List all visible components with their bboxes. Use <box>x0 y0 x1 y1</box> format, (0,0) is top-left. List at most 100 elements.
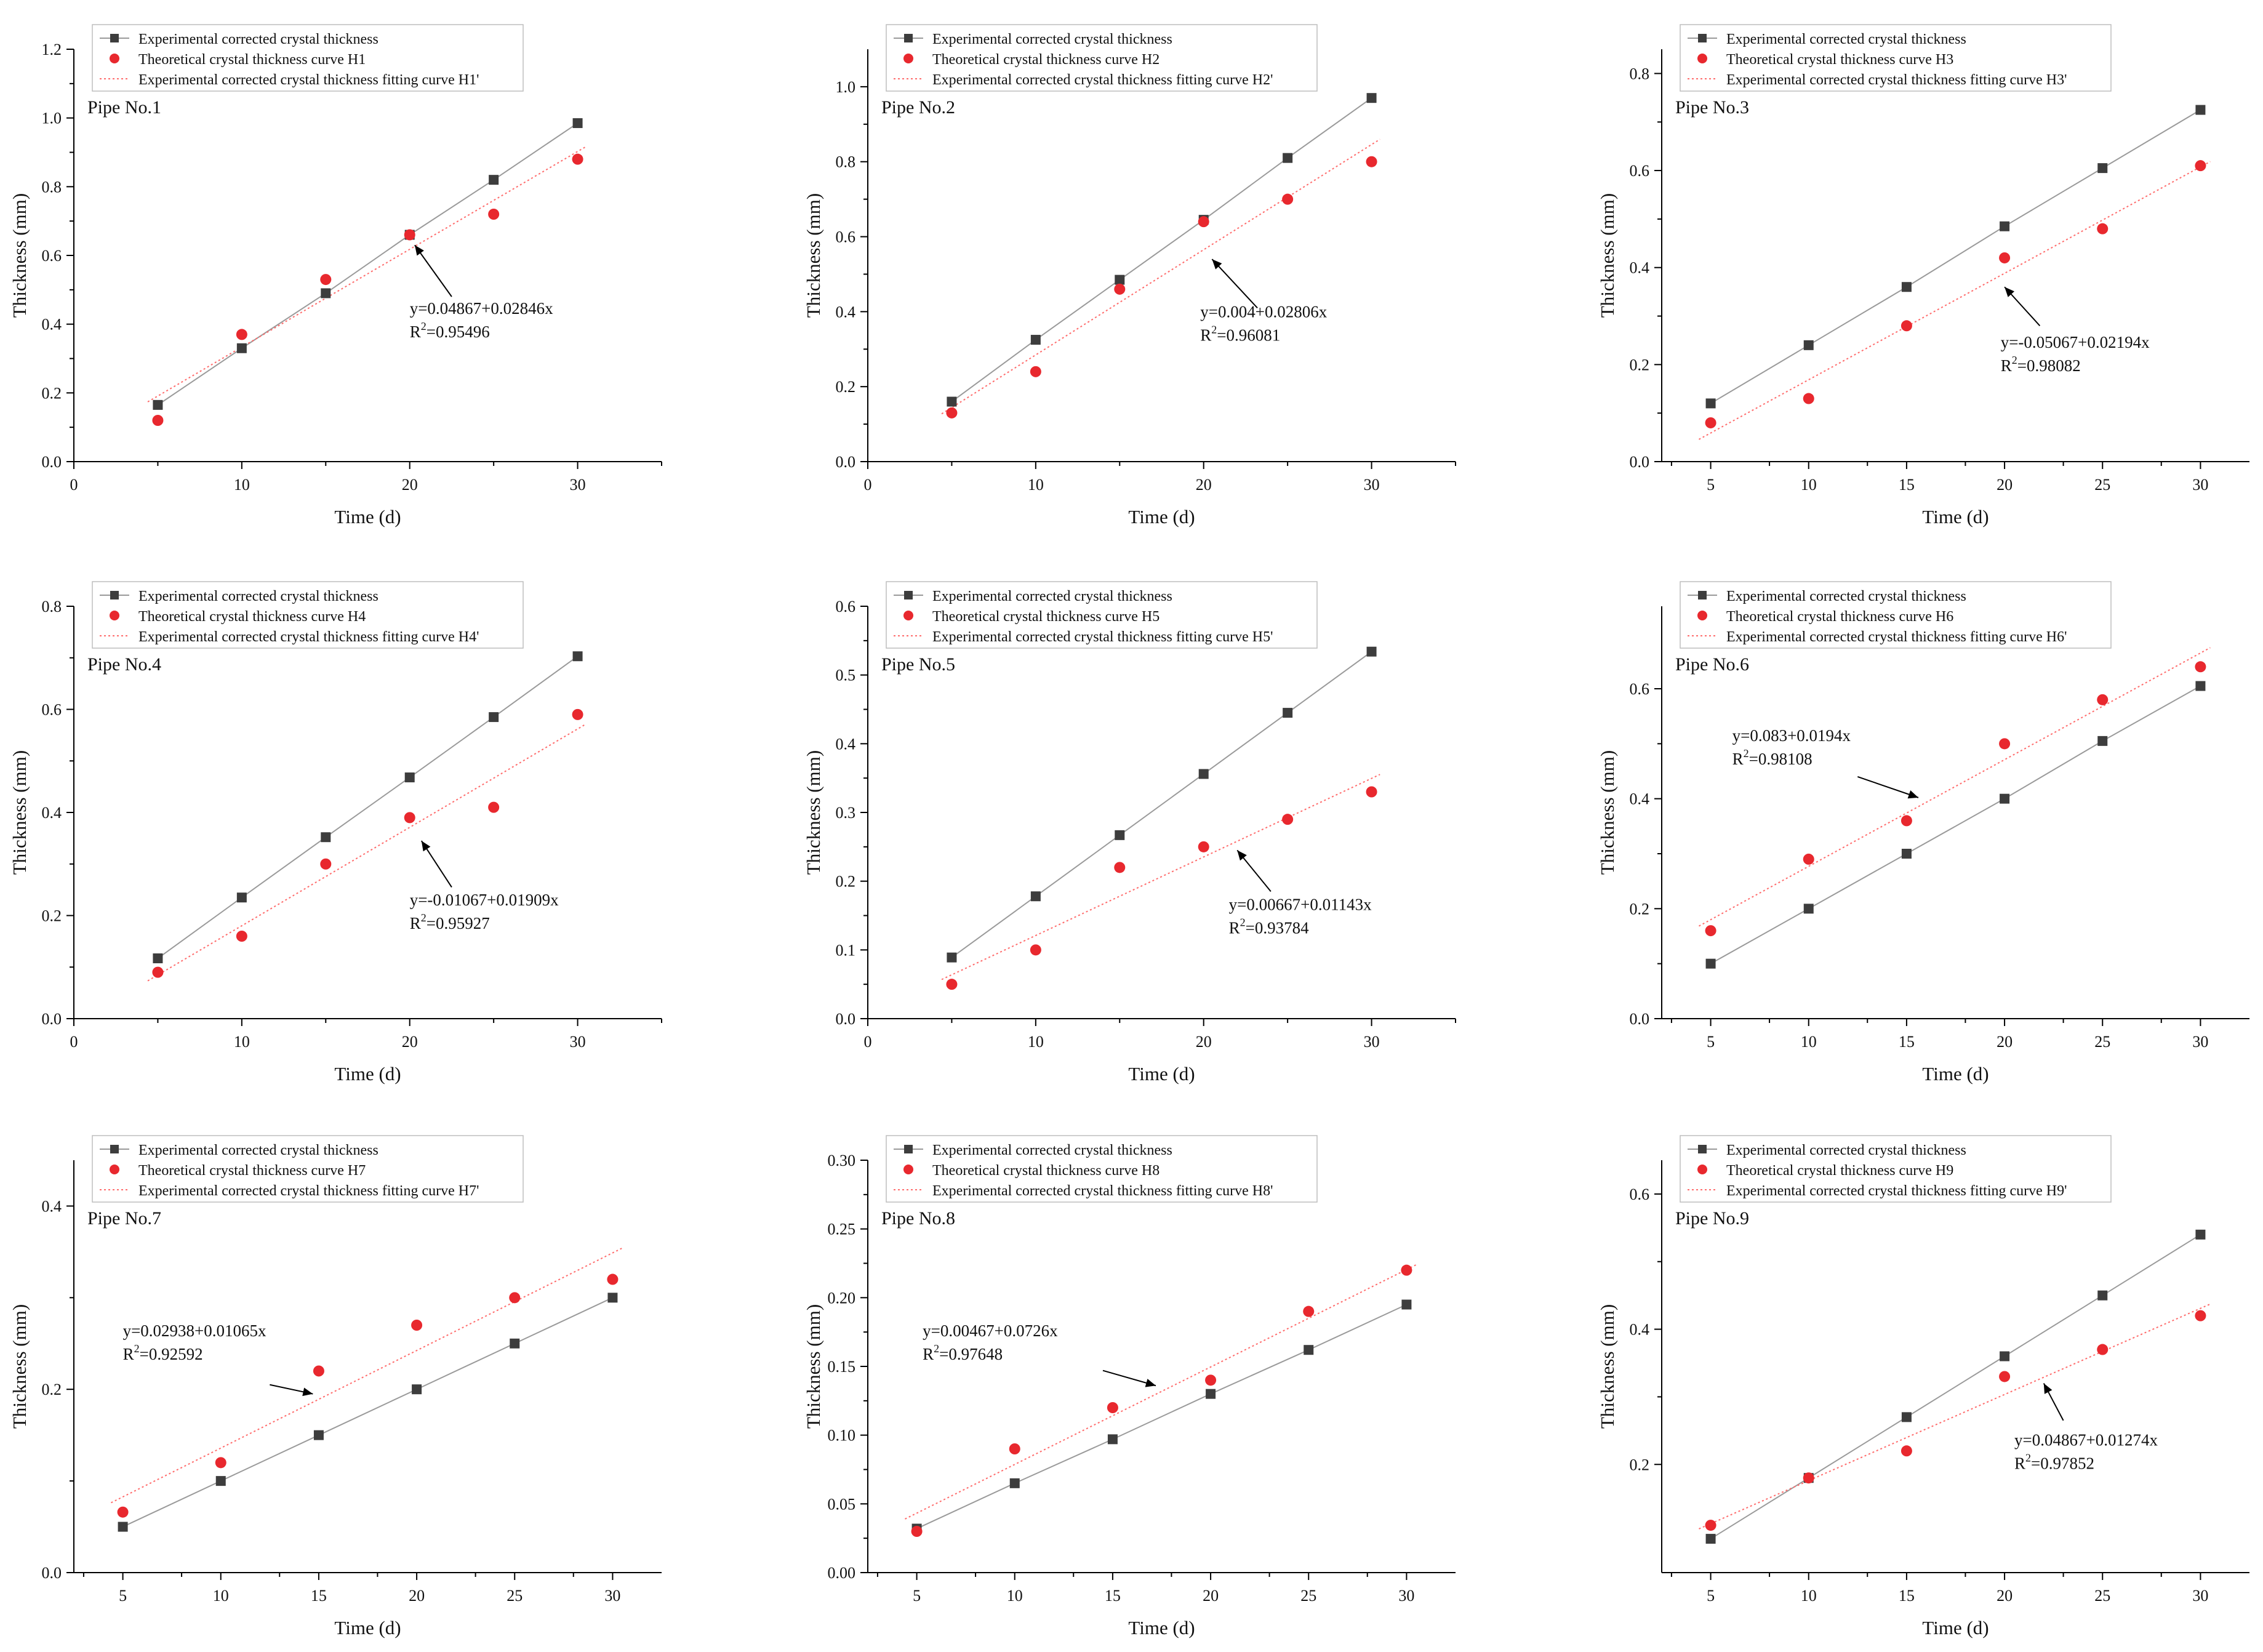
theoretical-point <box>320 274 332 286</box>
r-squared: R2=0.95496 <box>410 320 490 341</box>
fit-line <box>1699 161 2211 440</box>
experimental-point <box>1901 849 1912 859</box>
chart-panel-5: 0 10 20 30 0.0 0.1 0.2 0.3 0.4 0.5 0.6 Time (d) Thic… <box>803 581 1456 1085</box>
legend-label-fit: Experimental corrected crystal thickness… <box>138 72 479 88</box>
x-tick-label: 30 <box>570 476 586 494</box>
y-tick-label: 1.0 <box>42 110 62 127</box>
panel-title: Pipe No.1 <box>87 97 161 118</box>
theoretical-point <box>1705 925 1716 937</box>
y-tick-label: 0.20 <box>828 1289 856 1307</box>
experimental-line <box>951 97 1372 403</box>
experimental-point <box>1030 891 1041 902</box>
experimental-point <box>1283 708 1293 718</box>
experimental-point <box>572 118 583 129</box>
legend-box <box>92 1135 524 1203</box>
experimental-point <box>2000 793 2010 804</box>
y-tick-label: 0.2 <box>836 378 856 396</box>
legend-label-fit: Experimental corrected crystal thickness… <box>1726 72 2067 88</box>
experimental-point <box>1803 340 1814 350</box>
r-squared-superscript: 2 <box>1744 747 1749 760</box>
x-tick-label: 30 <box>2192 1587 2208 1605</box>
experimental-point <box>1366 93 1377 103</box>
theoretical-point <box>236 329 247 340</box>
legend-circle-icon <box>903 1165 913 1174</box>
experimental-point <box>1206 1389 1216 1399</box>
experimental-point <box>321 832 331 843</box>
y-tick-label: 0.4 <box>836 735 856 753</box>
experimental-point <box>313 1430 324 1440</box>
legend-label-theoretical: Theoretical crystal thickness curve H9 <box>1726 1163 1953 1179</box>
legend-label-fit: Experimental corrected crystal thickness… <box>1726 1183 2067 1199</box>
y-tick-label: 0.6 <box>42 247 62 265</box>
experimental-point <box>1901 282 1912 292</box>
y-axis-label: Thickness (mm) <box>9 1304 30 1429</box>
theoretical-point <box>2195 1310 2206 1321</box>
y-axis-label: Thickness (mm) <box>1596 1304 1618 1429</box>
theoretical-point <box>313 1365 324 1377</box>
y-axis-label: Thickness (mm) <box>1596 750 1618 875</box>
annotation-arrowhead <box>1145 1379 1156 1387</box>
x-axis-label: Time (d) <box>1922 506 1989 527</box>
y-tick-label: 0.2 <box>836 873 856 891</box>
experimental-point <box>1283 153 1293 163</box>
y-tick-label: 0.2 <box>1630 1456 1650 1474</box>
legend-label-fit: Experimental corrected crystal thickness… <box>932 629 1273 645</box>
experimental-point <box>607 1293 618 1303</box>
y-tick-label: 0.4 <box>836 303 856 321</box>
annotation-arrowhead <box>1237 850 1247 861</box>
experimental-point <box>489 175 499 185</box>
theoretical-point <box>946 407 958 419</box>
y-tick-label: 0.8 <box>1630 65 1650 82</box>
x-tick-label: 10 <box>1801 476 1817 494</box>
x-axis-label: Time (d) <box>1922 1063 1989 1085</box>
experimental-point <box>510 1338 520 1349</box>
legend-circle-icon <box>1697 1165 1707 1174</box>
theoretical-point <box>2195 661 2206 673</box>
y-tick-label: 0.6 <box>836 598 856 615</box>
y-tick-label: 0.15 <box>828 1358 856 1376</box>
y-tick-label: 0.4 <box>1630 259 1650 277</box>
theoretical-point <box>1366 786 1377 798</box>
chart-panel-9: 5 10 15 20 25 30 0.2 0.4 0.6 Time (d) Thickness (m… <box>1596 1135 2249 1638</box>
experimental-line <box>157 656 579 959</box>
x-tick-label: 25 <box>1300 1587 1316 1605</box>
x-tick-label: 30 <box>604 1587 620 1605</box>
x-tick-label: 20 <box>1196 1033 1212 1051</box>
x-tick-label: 15 <box>1899 476 1915 494</box>
chart-panel-7: 5 10 15 20 25 30 0.0 0.2 0.4 Time (d) Thickness (m… <box>9 1135 662 1638</box>
annotation-arrowhead <box>2005 287 2015 297</box>
legend-label-theoretical: Theoretical crystal thickness curve H6 <box>1726 609 1953 625</box>
r-squared: R2=0.96081 <box>1200 324 1280 345</box>
legend-label-theoretical: Theoretical crystal thickness curve H3 <box>1726 52 1953 68</box>
legend-circle-icon <box>903 54 913 63</box>
y-tick-label: 0.05 <box>828 1495 856 1513</box>
r-squared-symbol: R <box>2001 356 2012 375</box>
x-axis-label: Time (d) <box>334 1063 401 1085</box>
legend-square-icon <box>904 34 913 42</box>
x-tick-label: 25 <box>507 1587 523 1605</box>
x-axis-label: Time (d) <box>1128 1063 1195 1085</box>
y-tick-label: 0.00 <box>828 1564 856 1582</box>
experimental-point <box>1107 1434 1118 1445</box>
y-tick-label: 0.4 <box>1630 1321 1650 1339</box>
theoretical-point <box>488 801 500 813</box>
theoretical-point <box>1901 320 1912 332</box>
x-tick-label: 30 <box>1364 476 1380 494</box>
experimental-point <box>118 1522 128 1532</box>
y-tick-label: 0.4 <box>42 804 62 822</box>
x-tick-label: 10 <box>1007 1587 1023 1605</box>
legend-label-fit: Experimental corrected crystal thickness… <box>932 1183 1273 1199</box>
theoretical-point <box>1401 1264 1412 1276</box>
fit-line <box>905 1264 1417 1520</box>
experimental-point <box>1705 958 1716 969</box>
experimental-point <box>1115 275 1125 285</box>
y-tick-label: 0.6 <box>836 228 856 246</box>
y-axis-label: Thickness (mm) <box>803 1304 824 1429</box>
theoretical-point <box>2097 694 2109 705</box>
fit-equation: y=-0.05067+0.02194x <box>2001 333 2150 351</box>
y-tick-label: 0.4 <box>42 1197 62 1215</box>
experimental-point <box>572 651 583 662</box>
experimental-point <box>489 712 499 723</box>
